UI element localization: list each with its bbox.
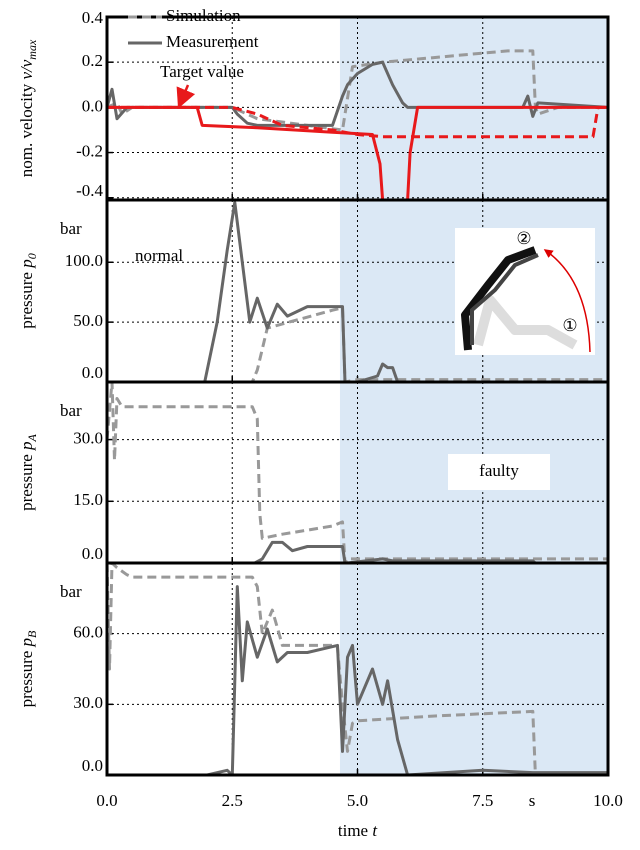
y-label-sub: A — [25, 433, 39, 442]
y-label-var: p — [17, 638, 36, 648]
y-axis-label: pressure pA — [17, 433, 39, 510]
y-tick-label: 0.0 — [82, 96, 103, 115]
y-label-var: v/v — [17, 59, 36, 79]
x-tick-label: 2.5 — [222, 791, 243, 810]
x-label-text: time — [338, 821, 372, 840]
y-tick-label: 0.2 — [82, 51, 103, 70]
data-line — [107, 306, 608, 382]
y-label-sub: B — [25, 630, 39, 638]
inset: ②① — [455, 228, 595, 355]
faulty-region — [339, 17, 608, 775]
y-label-var: p — [17, 259, 36, 269]
y-label-text: nom. velocity — [17, 80, 36, 178]
y-label-sub: max — [25, 39, 39, 60]
y-axis-label: pressure p0 — [17, 253, 39, 328]
robot-arm — [461, 246, 537, 351]
x-unit: s — [529, 791, 536, 810]
unit-label: bar — [60, 401, 82, 420]
y-label-text: pressure — [17, 450, 36, 511]
panel-frame — [105, 561, 610, 777]
y-tick-label: 0.0 — [82, 363, 103, 382]
legend-label: Measurement — [166, 32, 259, 51]
legend-label: Target value — [160, 62, 244, 81]
x-tick-label: 0.0 — [96, 791, 117, 810]
y-tick-label: 30.0 — [73, 693, 103, 712]
legend-label: Simulation — [166, 6, 241, 25]
y-tick-label: -0.2 — [76, 141, 103, 160]
x-tick-label: 7.5 — [472, 791, 493, 810]
inset-label: ① — [562, 316, 577, 335]
y-tick-label: 0.0 — [82, 544, 103, 563]
x-tick-label: 10.0 — [593, 791, 623, 810]
data-line — [107, 105, 608, 200]
x-axis-label: time t — [338, 821, 378, 840]
robot-shadow — [473, 295, 578, 350]
annotation: normal — [135, 246, 183, 265]
y-tick-label: 0.0 — [82, 756, 103, 775]
legend-arrow — [176, 84, 196, 109]
robot-arm-2 — [470, 253, 539, 345]
y-label-text: pressure — [17, 268, 36, 329]
y-axis-label: nom. velocity v/vmax — [17, 39, 39, 177]
x-label-var: t — [372, 821, 378, 840]
x-tick-label: 5.0 — [347, 791, 368, 810]
series-group — [107, 563, 608, 775]
annotation-box — [448, 454, 550, 490]
y-label-text: pressure — [17, 646, 36, 707]
y-tick-label: -0.4 — [76, 181, 103, 200]
data-line — [107, 563, 608, 775]
y-axis-label: pressure pB — [17, 630, 39, 707]
unit-label: bar — [60, 219, 82, 238]
y-label-var: p — [17, 441, 36, 451]
y-tick-label: 60.0 — [73, 623, 103, 642]
motion-arrow — [543, 249, 591, 353]
y-tick-label: 100.0 — [65, 251, 103, 270]
y-tick-label: 0.4 — [82, 8, 104, 27]
y-tick-label: 50.0 — [73, 311, 103, 330]
inset-label: ② — [516, 229, 531, 248]
data-line — [107, 200, 608, 382]
unit-label: bar — [60, 582, 82, 601]
data-line — [107, 540, 608, 563]
data-line — [107, 105, 608, 139]
y-tick-label: 30.0 — [73, 428, 103, 447]
annotation: faulty — [479, 461, 519, 480]
series-group — [107, 200, 608, 382]
y-label-sub: 0 — [25, 253, 39, 259]
y-tick-label: 15.0 — [73, 490, 103, 509]
data-line — [107, 585, 608, 775]
